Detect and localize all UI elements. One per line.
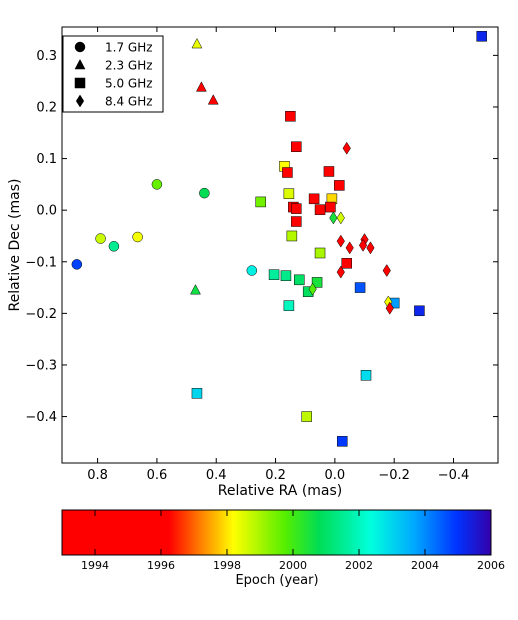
- x-tick-label: −0.2: [378, 468, 410, 483]
- legend-label: 1.7 GHz: [105, 41, 153, 55]
- x-tick-label: 0.6: [147, 468, 168, 483]
- data-point-diamond: [336, 211, 345, 225]
- y-tick-label: −0.4: [25, 410, 57, 425]
- data-point-square: [285, 111, 296, 122]
- data-point-square: [311, 277, 323, 288]
- x-axis-ticks: 0.8 0.6 0.4 0.2 0.0 −0.2 −0.4: [87, 27, 469, 483]
- data-point-diamond: [358, 238, 368, 252]
- colorbar: 1994 1996 1998 2000 2002 2004 2006 Epoch (year…: [61, 509, 505, 588]
- data-point-triangle: [191, 37, 203, 49]
- data-point-square: [476, 31, 487, 42]
- y-tick-label: −0.1: [25, 255, 57, 270]
- data-point-triangle: [195, 81, 207, 92]
- data-point-square: [314, 204, 326, 215]
- y-tick-label: 0.1: [36, 152, 57, 167]
- data-point-circle: [71, 259, 83, 270]
- legend-label: 8.4 GHz: [105, 95, 153, 109]
- data-point-triangle: [190, 284, 201, 295]
- data-point-square: [283, 300, 295, 311]
- data-point-square: [301, 411, 312, 422]
- x-tick-label: 0.2: [265, 468, 286, 483]
- data-point-square: [291, 141, 302, 152]
- data-point-diamond: [336, 265, 345, 279]
- x-tick-label: −0.4: [438, 468, 470, 483]
- data-point-diamond: [342, 141, 351, 155]
- legend-marker-triangle: [74, 58, 86, 70]
- data-markers: [71, 31, 487, 447]
- y-axis-ticks: 0.3 0.2 0.1 0.0 −0.1 −0.2 −0.3 −0.4: [25, 49, 498, 425]
- colorbar-ticks: 1994 1996 1998 2000 2002 2004 2006: [81, 510, 505, 572]
- data-point-diamond: [345, 241, 354, 255]
- data-point-circle: [199, 187, 210, 199]
- legend-marker-diamond: [75, 94, 85, 108]
- data-point-diamond: [329, 211, 338, 225]
- colorbar-gradient: [61, 509, 492, 556]
- data-point-square: [308, 193, 320, 205]
- data-point-square: [323, 166, 335, 177]
- legend-label: 5.0 GHz: [105, 77, 153, 91]
- data-point-diamond: [308, 282, 317, 296]
- scatter-plot: 0.8 0.6 0.4 0.2 0.0 −0.2 −0.4 0.3 0.2 0.1 0.0 −0.1…: [7, 26, 499, 499]
- data-point-square: [314, 247, 326, 259]
- data-point-square: [294, 274, 305, 286]
- y-tick-label: −0.2: [25, 307, 57, 322]
- colorbar-tick-label: 1994: [81, 559, 109, 572]
- x-axis-label: Relative RA (mas): [218, 483, 343, 499]
- data-point-square: [291, 216, 302, 227]
- colorbar-tick-label: 2002: [345, 559, 373, 572]
- data-point-square: [255, 196, 266, 208]
- data-point-square: [283, 188, 295, 199]
- legend-label: 2.3 GHz: [105, 59, 153, 73]
- legend-marker-circle: [74, 41, 86, 53]
- data-point-diamond: [385, 301, 394, 315]
- legend-marker-square: [74, 77, 86, 89]
- data-point-square: [280, 270, 292, 281]
- data-point-square: [282, 167, 293, 178]
- data-point-diamond: [336, 234, 345, 248]
- data-point-square: [291, 203, 302, 214]
- x-tick-label: 0.4: [206, 468, 227, 483]
- data-point-circle: [108, 241, 120, 252]
- colorbar-tick-label: 2000: [279, 559, 307, 572]
- data-point-square: [354, 282, 366, 293]
- legend: 1.7 GHz 2.3 GHz 5.0 GHz 8.4 GHz: [62, 35, 164, 113]
- y-tick-label: 0.0: [36, 204, 57, 219]
- y-tick-label: 0.2: [36, 100, 57, 115]
- data-point-circle: [132, 231, 143, 243]
- data-point-diamond: [366, 241, 375, 255]
- data-point-triangle: [207, 94, 219, 105]
- data-point-square: [360, 370, 372, 381]
- colorbar-tick-label: 2004: [411, 559, 439, 572]
- y-axis-label: Relative Dec (mas): [7, 179, 23, 312]
- data-point-square: [334, 180, 345, 191]
- data-point-square: [325, 201, 336, 213]
- colorbar-tick-label: 2006: [477, 559, 505, 572]
- data-point-square: [414, 305, 425, 317]
- data-point-circle: [246, 265, 258, 276]
- data-point-diamond: [382, 264, 391, 278]
- x-tick-label: 0.0: [325, 468, 346, 483]
- colorbar-tick-label: 1996: [147, 559, 175, 572]
- colorbar-label: Epoch (year): [235, 573, 318, 588]
- data-point-square: [341, 258, 352, 269]
- y-tick-label: −0.3: [25, 358, 57, 373]
- colorbar-tick-label: 1998: [213, 559, 241, 572]
- data-point-square: [268, 269, 280, 280]
- data-point-square: [191, 388, 203, 399]
- y-tick-label: 0.3: [36, 49, 57, 64]
- x-tick-label: 0.8: [87, 468, 108, 483]
- data-point-circle: [151, 179, 163, 190]
- data-point-circle: [95, 233, 106, 244]
- data-point-square: [286, 230, 298, 242]
- data-point-square: [337, 436, 348, 447]
